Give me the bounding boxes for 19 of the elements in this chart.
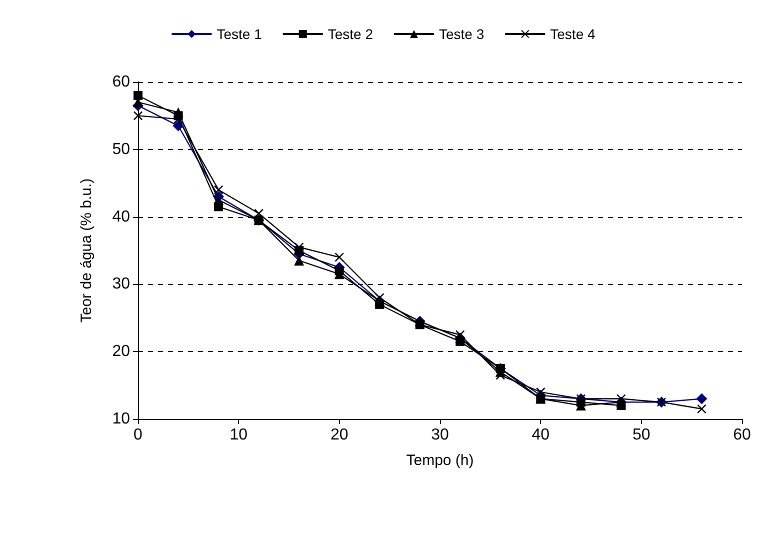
y-tick-label: 40 <box>112 208 130 226</box>
y-tick-label: 60 <box>112 74 130 90</box>
x-tick-label: 20 <box>330 426 348 444</box>
x-tick-label: 10 <box>230 426 248 444</box>
y-axis-title: Teor de água (% b.u.) <box>78 178 95 323</box>
x-tick-label: 50 <box>632 426 650 444</box>
y-tick-label: 20 <box>112 343 130 360</box>
x-tick-label: 0 <box>134 426 143 444</box>
y-tick-label: 30 <box>112 276 130 293</box>
legend-label: Teste 1 <box>216 26 262 42</box>
x-tick-label: 30 <box>431 426 449 444</box>
legend-label: Teste 3 <box>439 26 484 42</box>
legend-label: Teste 2 <box>328 26 374 42</box>
x-tick-label: 40 <box>532 426 550 444</box>
y-tick-label: 50 <box>112 140 130 158</box>
y-tick-label: 10 <box>112 410 130 428</box>
x-axis-title: Tempo (h) <box>406 452 474 469</box>
x-tick-label: 60 <box>733 426 751 444</box>
legend-label: Teste 4 <box>550 26 596 42</box>
